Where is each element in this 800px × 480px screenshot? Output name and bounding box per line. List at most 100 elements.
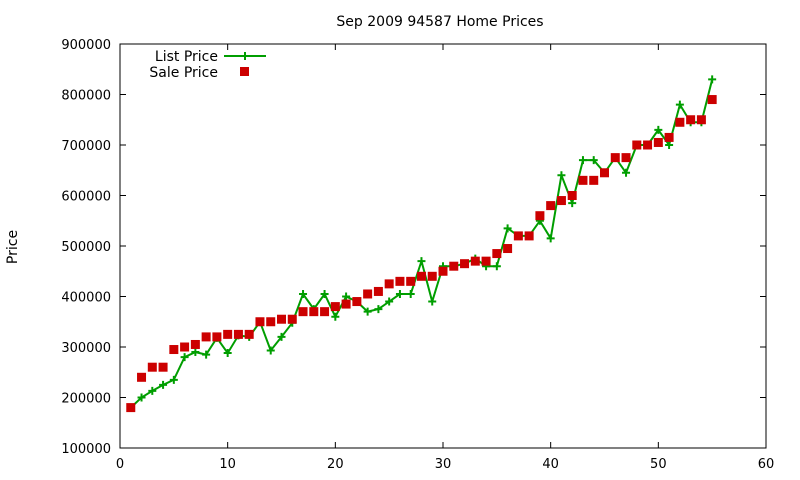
y-tick-label: 900000: [61, 38, 111, 53]
list-price-point: [137, 393, 146, 402]
sale-price-point: [449, 261, 459, 271]
sale-price-point: [212, 332, 222, 342]
y-tick-label: 300000: [61, 341, 111, 356]
x-tick-label: 10: [219, 457, 236, 472]
list-price-point: [223, 349, 232, 358]
sale-price-point: [147, 362, 157, 372]
plot-frame: [119, 43, 767, 449]
sale-price-point: [330, 302, 340, 312]
sale-price-point: [298, 307, 308, 317]
y-tick-label: 100000: [61, 442, 111, 457]
legend-marker-list-price: [241, 52, 249, 60]
list-price-point: [169, 375, 178, 384]
list-price-point: [622, 168, 631, 177]
list-price-point: [589, 156, 598, 165]
list-price-point: [654, 125, 663, 134]
axis-ticks: [119, 43, 767, 449]
x-tick-label: 20: [327, 457, 344, 472]
list-price-point: [320, 289, 329, 298]
list-price-point: [665, 141, 674, 149]
legend-marker-sale-price: [240, 67, 249, 76]
sale-price-point: [320, 307, 330, 317]
sale-price-point: [223, 329, 233, 339]
sale-price-point: [567, 191, 577, 200]
sale-price-point: [503, 244, 513, 254]
sale-price-point: [621, 153, 631, 163]
sale-price-point: [664, 132, 674, 142]
sale-price-point: [233, 329, 243, 339]
sale-price-point: [427, 271, 437, 281]
sale-price-point: [610, 153, 620, 163]
sale-price-point: [578, 175, 588, 185]
sale-price-point: [492, 249, 502, 259]
list-price-point: [406, 289, 415, 298]
x-tick-label: 0: [116, 457, 124, 472]
sale-price-point: [556, 196, 566, 206]
sale-price-point: [406, 276, 416, 286]
list-price-point: [342, 292, 351, 301]
list-price-point: [331, 312, 340, 321]
sale-price-point: [524, 231, 534, 241]
list-price-point: [159, 380, 168, 389]
list-price-point: [148, 386, 157, 395]
sale-price-point: [535, 211, 545, 221]
sale-price-point: [277, 314, 286, 324]
axis-tick-labels: 0 10 20 30 40 50 60 100000 200000 300000 400000 500…: [61, 38, 774, 472]
list-price-point: [568, 199, 577, 208]
x-tick-label: 40: [542, 457, 559, 472]
chart-title: Sep 2009 94587 Home Prices: [336, 14, 543, 30]
list-price-point: [708, 75, 717, 84]
list-price-point: [277, 332, 286, 341]
list-price-point: [180, 353, 189, 362]
series-layer: [126, 75, 717, 413]
sale-price-point: [686, 115, 696, 125]
sale-price-point: [309, 307, 319, 317]
legend-label-list-price: List Price: [155, 49, 218, 65]
sale-price-point: [481, 256, 491, 266]
sale-price-point: [438, 266, 448, 276]
list-price-point: [546, 234, 555, 243]
y-tick-label: 200000: [61, 392, 111, 407]
sale-price-point: [675, 117, 685, 127]
list-price-point: [503, 224, 512, 233]
list-price-point: [557, 171, 566, 180]
y-tick-label: 400000: [61, 291, 111, 306]
list-price-point: [299, 289, 308, 298]
list-price-point: [191, 348, 200, 357]
sale-price-point: [416, 271, 426, 281]
sale-price-point: [470, 256, 480, 266]
y-tick-label: 800000: [61, 89, 111, 104]
legend: List Price Sale Price: [149, 49, 266, 81]
list-price-point: [675, 100, 684, 109]
sale-price-point: [632, 140, 642, 150]
sale-price-point: [384, 279, 394, 289]
sale-price-point: [460, 259, 470, 269]
sale-price-point: [600, 168, 609, 178]
sale-price-point: [352, 297, 362, 307]
list-price-point: [385, 297, 394, 306]
y-tick-label: 600000: [61, 190, 111, 205]
y-axis-label: Price: [5, 230, 21, 264]
sale-price-point: [643, 140, 653, 150]
sale-price-point: [180, 342, 190, 352]
sale-price-point: [201, 332, 211, 342]
sale-price-point: [137, 372, 147, 382]
list-price-point: [363, 307, 372, 316]
list-price-point: [417, 257, 426, 266]
legend-label-sale-price: Sale Price: [149, 65, 218, 81]
sale-price-point: [126, 403, 136, 413]
list-price-point: [374, 305, 383, 314]
sale-price-point: [244, 329, 254, 339]
sale-price-point: [373, 286, 383, 296]
sale-price-point: [169, 345, 179, 355]
list-price-point: [266, 346, 275, 355]
sale-price-point: [255, 317, 265, 327]
list-price-point: [202, 350, 211, 359]
sale-price-point: [395, 276, 405, 286]
x-tick-label: 50: [650, 457, 667, 472]
sale-price-point: [341, 299, 351, 309]
sale-price-point: [363, 289, 373, 299]
y-tick-label: 700000: [61, 139, 111, 154]
x-tick-label: 30: [435, 457, 452, 472]
